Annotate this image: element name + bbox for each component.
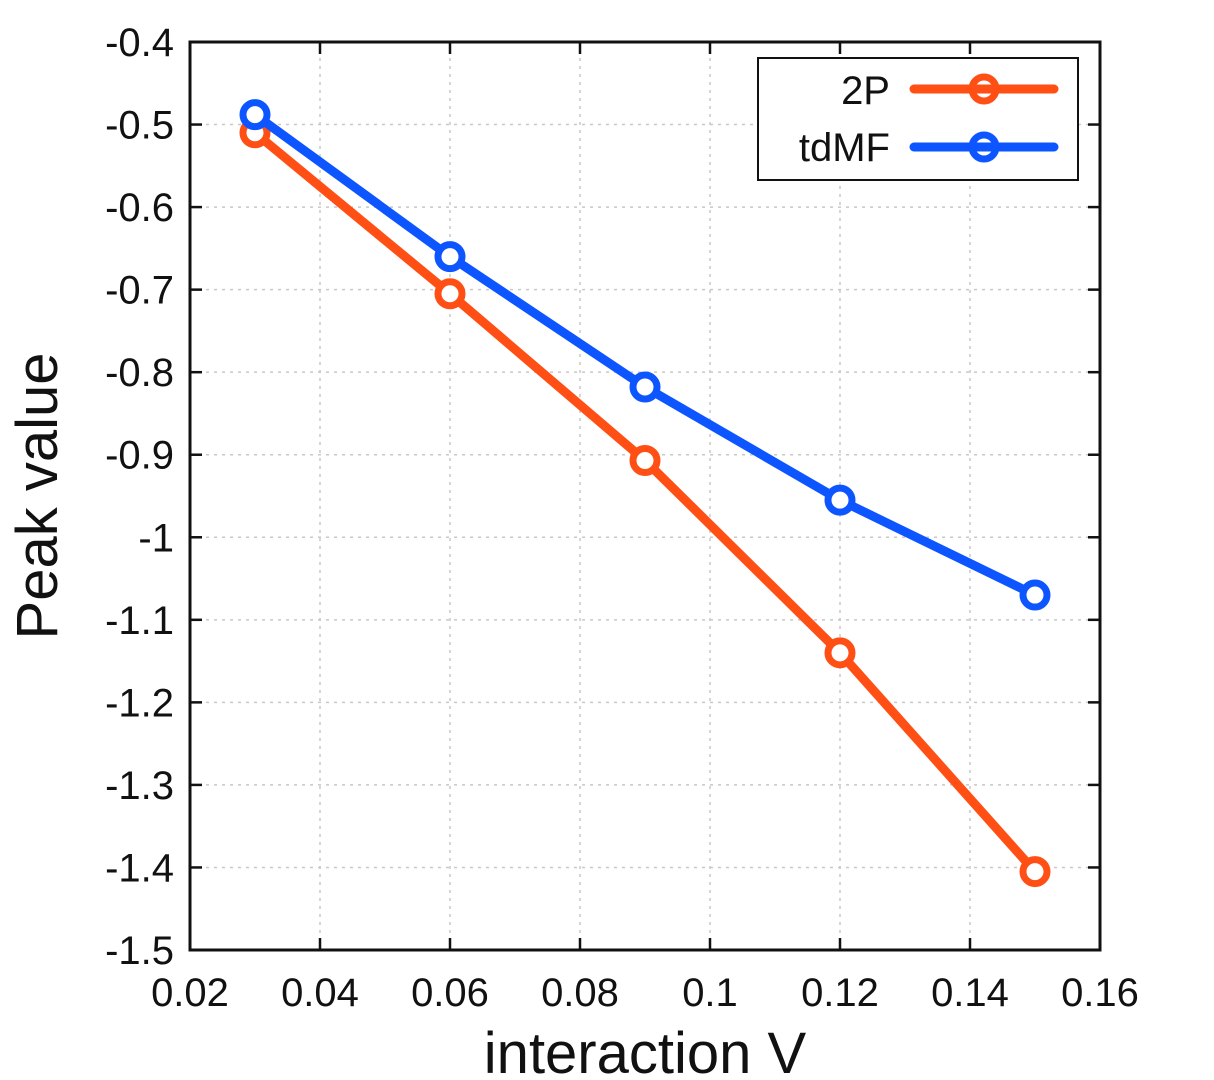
x-tick-label: 0.12 — [801, 971, 879, 1015]
data-point-tdmf — [239, 99, 271, 131]
data-point-tdmf — [434, 241, 466, 273]
y-tick-label: -1.4 — [105, 846, 174, 890]
series-line-tdmf — [250, 110, 1040, 600]
x-tick-label: 0.16 — [1061, 971, 1139, 1015]
x-tick-label: 0.14 — [931, 971, 1009, 1015]
legend: 2P tdMF — [757, 57, 1079, 181]
data-point-tdmf — [824, 484, 856, 516]
legend-label-tdmf: tdMF — [799, 126, 890, 170]
data-point-2p — [629, 445, 661, 477]
plot-frame — [188, 40, 1102, 952]
data-point-2p — [434, 278, 466, 310]
y-tick-label: -1.1 — [105, 599, 174, 643]
data-point-tdmf — [1019, 579, 1051, 611]
y-tick-label: -1.2 — [105, 681, 174, 725]
data-point-2p — [824, 637, 856, 669]
y-tick-label: -0.6 — [105, 186, 174, 230]
x-tick-label: 0.1 — [682, 971, 738, 1015]
legend-label-2p: 2P — [841, 69, 890, 113]
x-tick-label: 0.02 — [151, 971, 229, 1015]
x-tick-label: 0.08 — [541, 971, 619, 1015]
x-tick-label: 0.06 — [411, 971, 489, 1015]
data-point-2p — [1019, 856, 1051, 888]
y-tick-label: -0.8 — [105, 351, 174, 395]
y-tick-label: -1 — [138, 516, 174, 560]
axis-ticks: 0.02 0.04 0.06 0.08 0.1 0.12 0.14 0.16 -0.4 -0.5 -… — [105, 21, 1139, 1015]
y-axis-title: Peak value — [5, 353, 70, 640]
y-tick-label: -1.3 — [105, 764, 174, 808]
y-tick-label: -0.5 — [105, 104, 174, 148]
legend-box — [757, 57, 1079, 181]
x-axis-title: interaction V — [484, 1021, 807, 1080]
series-line-2p — [250, 128, 1040, 877]
y-tick-label: -0.7 — [105, 269, 174, 313]
series-group — [239, 99, 1051, 888]
x-tick-label: 0.04 — [281, 971, 359, 1015]
data-point-tdmf — [629, 371, 661, 403]
legend-marker-tdmf — [968, 131, 1000, 163]
legend-marker-2p — [968, 73, 1000, 105]
y-tick-label: -1.5 — [105, 929, 174, 973]
y-tick-label: -0.9 — [105, 434, 174, 478]
y-tick-label: -0.4 — [105, 21, 174, 65]
